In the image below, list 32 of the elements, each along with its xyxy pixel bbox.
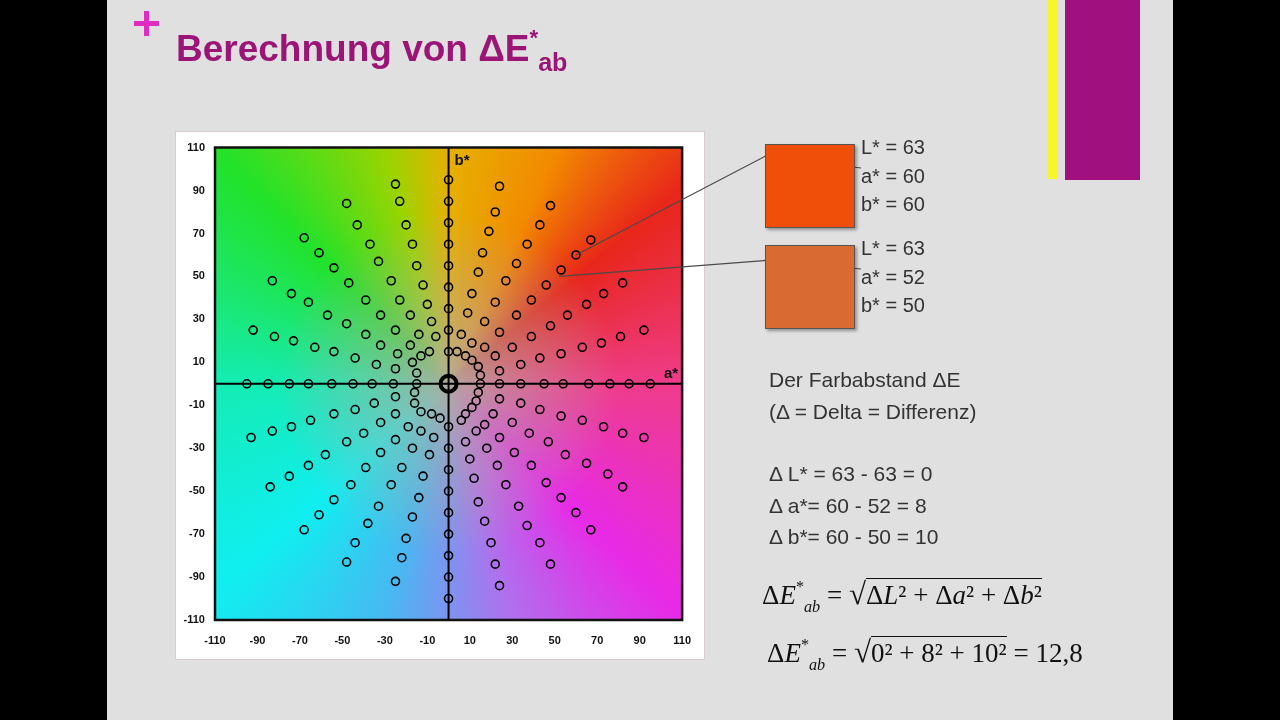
x-tick-label: 50 <box>548 633 561 646</box>
annotation: L* = 63 a* = 60 b* = 60 <box>861 135 925 217</box>
y-tick-label: 90 <box>192 183 205 196</box>
text: ΔE$^{*}$$_{ab}$ = √ΔL² + Δa² + Δb² <box>762 576 1042 617</box>
y-tick-label: -50 <box>189 484 205 497</box>
x-tick-label: 10 <box>463 633 476 646</box>
x-tick-label: 110 <box>673 633 691 646</box>
y-tick-label: -10 <box>189 398 205 411</box>
x-tick-label: 30 <box>506 633 519 646</box>
x-tick-label: -70 <box>291 633 308 646</box>
text: Δ L* = 63 - 63 = 0 Δ a*= 60 - 52 = 8 Δ b*= 60 - 50 = 10 <box>769 461 939 550</box>
text: ΔE$^{*}$$_{ab}$ = √0² + 8² + 10² = 12,8 <box>767 633 1083 675</box>
x-tick-label: -10 <box>419 633 436 646</box>
y-tick-label: 110 <box>187 140 205 153</box>
x-tick-label: -90 <box>249 633 266 646</box>
y-tick-label: -90 <box>189 570 205 583</box>
x-tick-label: -50 <box>334 633 351 646</box>
y-tick-label: 10 <box>192 355 205 368</box>
text: Der Farbabstand ΔE (Δ = Delta = Differenz) <box>769 367 977 425</box>
x-tick-label: 70 <box>591 633 604 646</box>
annotation: L* = 63 a* = 52 b* = 50 <box>861 236 925 318</box>
x-tick-label: -110 <box>204 633 226 646</box>
y-tick-label: 70 <box>192 226 205 239</box>
ref-line-label: a* <box>663 363 679 381</box>
x-tick-label: 90 <box>633 633 646 646</box>
y-tick-label: -110 <box>183 613 205 626</box>
y-tick-label: 50 <box>192 269 205 282</box>
x-tick-label: -30 <box>376 633 393 646</box>
ref-line-label: b* <box>454 150 470 168</box>
y-tick-label: -70 <box>189 527 205 540</box>
y-tick-label: -30 <box>189 441 205 454</box>
y-tick-label: 30 <box>192 312 205 325</box>
